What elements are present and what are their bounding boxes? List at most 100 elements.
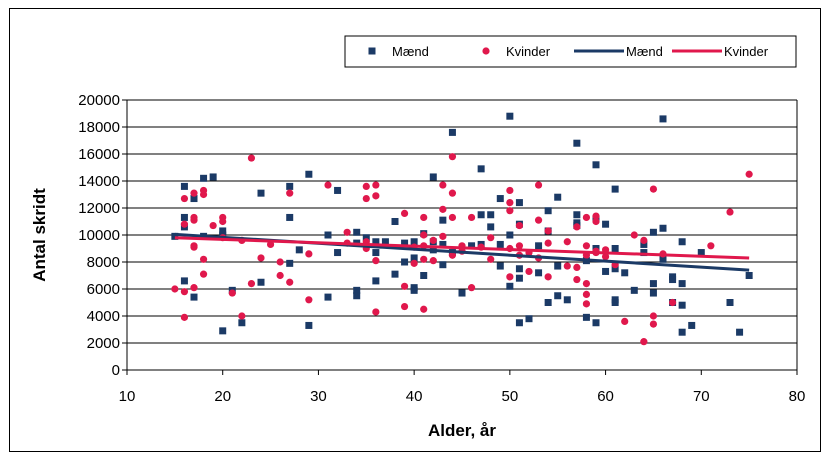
- maend-point: [190, 293, 198, 301]
- kvinder-point: [199, 270, 208, 278]
- kvinder-point: [467, 213, 476, 222]
- maend-point: [659, 224, 667, 232]
- maend-point: [305, 170, 313, 178]
- maend-point: [381, 238, 389, 246]
- maend-point: [295, 246, 303, 254]
- kvinder-point: [190, 243, 198, 251]
- kvinder-point: [238, 312, 246, 320]
- y-tick-label: 12000: [78, 200, 120, 217]
- maend-point: [611, 245, 619, 252]
- legend-label: Mænd: [392, 44, 429, 59]
- kvinder-point: [601, 253, 610, 261]
- maend-point: [372, 277, 380, 285]
- maend-point: [410, 286, 418, 294]
- legend-label: Mænd: [626, 44, 663, 59]
- maend-point: [401, 258, 409, 266]
- maend-point: [592, 161, 600, 169]
- kvinder-point: [420, 213, 428, 222]
- maend-point: [468, 242, 476, 250]
- maend-point: [525, 315, 533, 323]
- maend-point: [401, 239, 409, 247]
- kvinder-point: [362, 182, 370, 190]
- maend-point: [659, 255, 667, 263]
- maend-point: [496, 262, 504, 270]
- x-tick-labels: 10 20 30 40 50 60 70 80: [119, 370, 805, 405]
- maend-point: [697, 249, 705, 257]
- kvinder-point: [506, 273, 514, 281]
- y-tick-label: 14000: [78, 173, 120, 190]
- kvinder-point: [171, 285, 179, 293]
- kvinder-point: [247, 154, 256, 162]
- maend-point: [515, 199, 523, 207]
- maend-point: [477, 165, 485, 173]
- kvinder-point: [180, 194, 189, 203]
- maend-point: [324, 293, 332, 301]
- y-tick-label: 6000: [87, 281, 120, 298]
- kvinder-point: [544, 239, 552, 247]
- kvinder-point: [487, 255, 495, 263]
- kvinder-point: [190, 216, 198, 224]
- maend-point: [200, 174, 208, 182]
- maend-point: [506, 112, 514, 120]
- maend-point: [190, 195, 198, 203]
- maend-point: [621, 269, 629, 277]
- y-tick-labels: 0 2000 4000 6000 8000 10000 12000 14000 16000 180…: [78, 92, 127, 379]
- kvinder-point: [439, 205, 447, 213]
- kvinder-point: [429, 257, 437, 265]
- kvinder-point: [276, 258, 284, 266]
- maend-point: [257, 189, 265, 197]
- kvinder-point: [487, 234, 495, 242]
- maend-point: [257, 278, 265, 286]
- kvinder-point: [190, 284, 198, 292]
- y-axis-title: Antal skridt: [30, 188, 49, 282]
- x-tick-label: 60: [597, 388, 614, 405]
- maend-point: [209, 173, 217, 181]
- maend-point: [353, 292, 361, 300]
- kvinder-point: [219, 217, 227, 226]
- kvinder-point: [592, 212, 600, 220]
- x-tick-label: 20: [214, 388, 231, 405]
- x-tick-label: 30: [310, 388, 327, 405]
- maend-point: [439, 240, 447, 248]
- kvinder-point: [199, 190, 208, 199]
- maend-point: [515, 319, 523, 327]
- kvinder-point: [649, 312, 658, 320]
- y-tick-label: 16000: [78, 146, 120, 163]
- kvinder-point: [630, 231, 638, 239]
- maend-point: [353, 286, 361, 294]
- kvinder-point: [228, 289, 236, 297]
- kvinder-point: [400, 282, 409, 290]
- kvinder-point: [534, 181, 543, 189]
- kvinder-point: [448, 189, 457, 197]
- kvinder-point: [525, 267, 533, 276]
- y-tick-label: 8000: [87, 254, 120, 271]
- maend-point: [592, 319, 600, 327]
- kvinder-point: [372, 257, 380, 265]
- kvinder-point: [439, 232, 447, 240]
- kvinder-point: [180, 220, 189, 228]
- maend-point: [678, 280, 686, 288]
- maend-point: [219, 227, 227, 235]
- kvinder-point: [305, 250, 313, 258]
- maend-point: [544, 207, 552, 215]
- kvinder-point: [573, 263, 581, 271]
- kvinder-point: [266, 240, 275, 249]
- maend-point: [410, 254, 418, 262]
- maend-point: [439, 261, 447, 269]
- maend-point: [477, 211, 485, 219]
- kvinder-point: [257, 254, 265, 262]
- maend-point: [688, 321, 696, 329]
- maend-point: [238, 319, 246, 327]
- kvinder-point: [515, 242, 524, 250]
- kvinder-point: [420, 305, 428, 313]
- legend-label: Kvinder: [724, 44, 769, 59]
- kvinder-point: [420, 231, 428, 239]
- kvinder-point: [180, 288, 189, 296]
- kvinder-point: [573, 275, 581, 284]
- maend-point: [515, 274, 523, 282]
- maend-point: [429, 173, 437, 181]
- maend-point: [286, 182, 294, 190]
- maend-point: [554, 193, 562, 201]
- kvinder-point: [180, 313, 189, 321]
- maend-point: [678, 301, 686, 309]
